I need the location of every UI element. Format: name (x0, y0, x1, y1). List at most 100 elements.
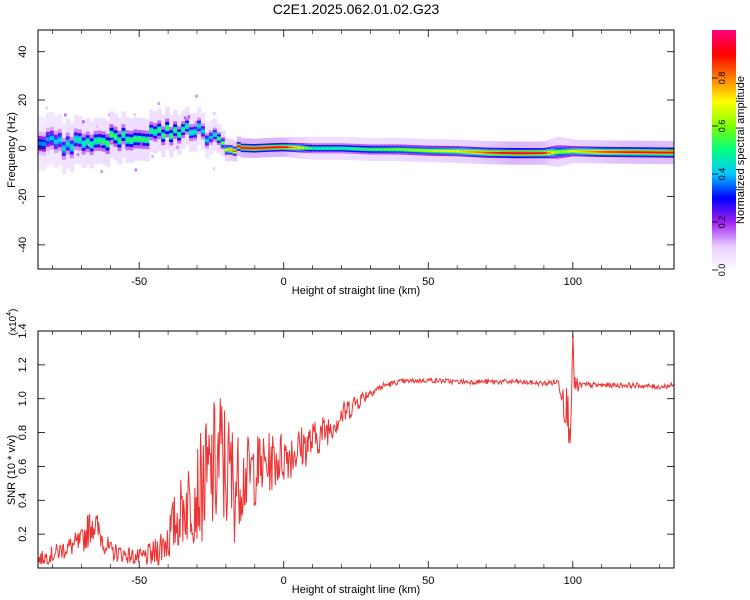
heatmap-cell (550, 151, 556, 154)
heatmap-cell (610, 151, 615, 153)
heatmap-cell (181, 128, 186, 132)
spectrogram-heatmap (38, 94, 674, 175)
svg-text:(x104): (x104) (6, 309, 19, 336)
y-tick-label: 0.6 (17, 459, 29, 474)
heatmap-cell (626, 151, 631, 154)
colorbar-ticks: 0.0 0.2 0.4 0.6 0.8 (712, 72, 727, 276)
heatmap-cell (252, 147, 258, 150)
heatmap-cell (598, 151, 604, 153)
heatmap-cell (427, 149, 433, 152)
heatmap-cell (387, 148, 393, 151)
heatmap-cell (276, 146, 282, 148)
heatmap-cell (264, 146, 270, 149)
heatmap-cell (228, 149, 234, 151)
spectrogram-y-label: Frequency (Hz) (6, 112, 18, 188)
heatmap-noise-cell (99, 142, 103, 146)
heatmap-noise-cell (187, 115, 191, 119)
heatmap-cell (495, 151, 500, 154)
heatmap-cell (129, 138, 134, 143)
x-tick-label: 0 (281, 276, 287, 288)
heatmap-cell (491, 151, 496, 154)
heatmap-cell (423, 149, 429, 152)
heatmap-cell (455, 150, 460, 153)
heatmap-cell (161, 134, 166, 138)
heatmap-cell (534, 152, 540, 154)
heatmap-cell (443, 150, 449, 152)
heatmap-cell (53, 139, 59, 144)
heatmap-cell (463, 150, 468, 153)
heatmap-noise-cell (139, 142, 143, 146)
heatmap-cell (634, 151, 639, 154)
heatmap-cell (200, 129, 206, 133)
heatmap-cell (137, 137, 142, 141)
heatmap-cell (352, 147, 357, 150)
heatmap-cell (546, 151, 552, 154)
heatmap-noise-cell (88, 143, 91, 147)
colorbar-tick-label: 0.8 (717, 72, 727, 85)
spectrogram-panel: -50 0 50 100 -40 -20 0 20 40 Height of straight… (6, 29, 675, 297)
y-tick-label: -40 (17, 237, 29, 253)
heatmap-cell (348, 147, 353, 150)
heatmap-cell (566, 150, 572, 153)
heatmap-cell (554, 150, 560, 154)
heatmap-cell (642, 151, 647, 154)
heatmap-cell (606, 151, 611, 153)
spectrogram-x-label: Height of straight line (km) (292, 285, 420, 297)
x-tick-label: -50 (131, 575, 147, 587)
heatmap-cell (359, 148, 365, 151)
heatmap-cell (300, 147, 305, 149)
y-tick-label: 1.0 (17, 391, 29, 406)
heatmap-cell (658, 151, 663, 154)
snr-x-label: Height of straight line (km) (292, 584, 420, 596)
snr-line-group (38, 333, 674, 566)
heatmap-noise-cell (123, 145, 127, 149)
heatmap-cell (530, 152, 536, 154)
heatmap-cell (618, 151, 623, 153)
heatmap-cell (97, 138, 103, 143)
y-tick-label: -20 (17, 189, 29, 205)
heatmap-cell (439, 150, 445, 152)
heatmap-cell (149, 129, 154, 133)
heatmap-cell (38, 141, 43, 146)
snr-frame (37, 330, 675, 569)
snr-series-line (38, 333, 674, 566)
heatmap-cell (145, 138, 150, 142)
colorbar-tick-label: 0.4 (717, 168, 727, 181)
heatmap-cell (662, 151, 667, 154)
heatmap-cell (415, 149, 421, 152)
heatmap-noise-cell (45, 106, 48, 110)
heatmap-cell (320, 147, 325, 150)
heatmap-cell (526, 152, 532, 154)
snr-y-ticks: 0.2 0.4 0.6 0.8 1.0 1.2 1.4 (17, 323, 674, 542)
heatmap-cell (216, 137, 222, 140)
x-tick-label: 50 (422, 575, 434, 587)
heatmap-cell (356, 148, 361, 150)
y-tick-label: 0.2 (17, 526, 29, 541)
heatmap-noise-cell (82, 120, 85, 124)
heatmap-cell (81, 142, 87, 146)
heatmap-cell (407, 149, 413, 151)
heatmap-cell (395, 148, 401, 151)
heatmap-cell (419, 149, 425, 152)
heatmap-cell (212, 133, 218, 136)
heatmap-cell (336, 147, 341, 150)
heatmap-cell (586, 150, 592, 153)
heatmap-cell (332, 147, 337, 150)
snr-multiplier-base: (x10 (8, 315, 19, 335)
heatmap-noise-cell (183, 116, 187, 120)
x-tick-label: 100 (564, 276, 582, 288)
heatmap-cell (582, 150, 588, 153)
heatmap-cell (57, 138, 63, 142)
heatmap-cell (61, 146, 67, 151)
heatmap-cell (622, 151, 627, 153)
heatmap-cell (109, 132, 115, 137)
x-tick-label: 100 (564, 575, 582, 587)
heatmap-cell (328, 147, 333, 150)
heatmap-noise-cell (176, 145, 179, 149)
heatmap-cell (125, 138, 131, 142)
heatmap-noise-cell (100, 170, 103, 174)
heatmap-noise-cell (194, 120, 198, 124)
heatmap-cell (268, 146, 274, 149)
heatmap-cell (169, 134, 174, 138)
heatmap-cell (471, 151, 476, 153)
